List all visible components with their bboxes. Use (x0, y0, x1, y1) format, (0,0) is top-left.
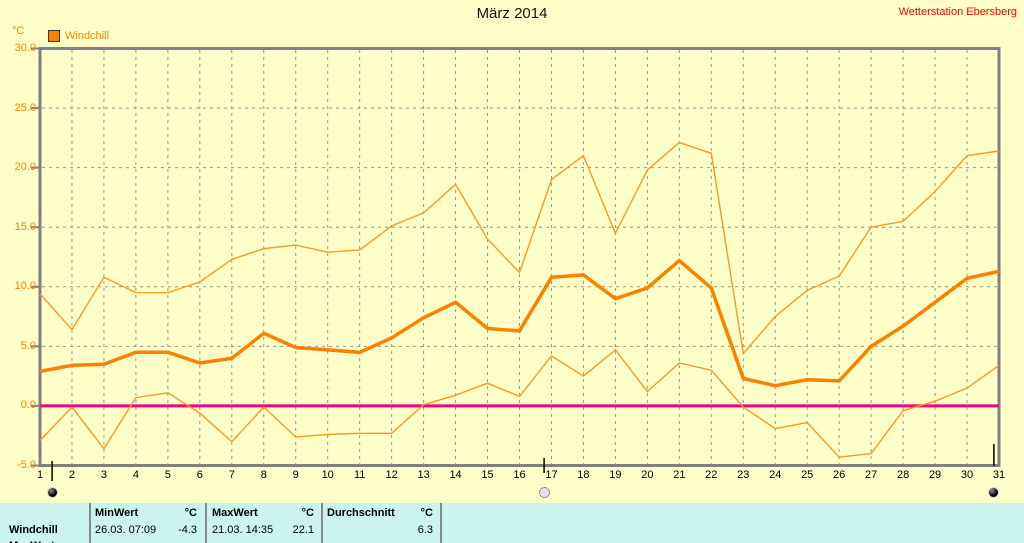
x-tick-label: 20 (641, 469, 654, 481)
minwert-value: -4.3 (178, 524, 197, 536)
x-tick-label: 13 (417, 469, 430, 481)
x-tick-label: 28 (896, 469, 910, 481)
max-line (39, 141, 1000, 356)
x-tick-label: 21 (673, 469, 686, 481)
x-tick-label: 17 (545, 469, 558, 481)
slider-handle-gray[interactable] (538, 486, 550, 498)
x-tick-label: 1 (36, 469, 44, 481)
x-tick-label: 14 (449, 469, 462, 481)
page-title: März 2014 (476, 5, 548, 22)
table-divider (321, 503, 323, 543)
x-tick-label: 11 (353, 469, 366, 481)
station-label: Wetterstation Ebersberg (898, 6, 1017, 18)
x-tick-label: 23 (737, 469, 750, 481)
legend: Windchill (48, 29, 109, 42)
y-tick-label: 20.0 (14, 161, 36, 174)
x-tick-label: 8 (260, 469, 267, 481)
table-divider (89, 503, 91, 543)
chart-canvas (31, 47, 1001, 481)
x-tick-label: 3 (100, 469, 107, 481)
plot-border (38, 47, 1001, 467)
minwert-header: MinWert (95, 507, 139, 519)
x-tick-label: 18 (577, 469, 590, 481)
x-tick-label: 26 (833, 469, 846, 481)
x-tick-label: 6 (196, 469, 203, 481)
x-tick-label: 25 (801, 469, 814, 481)
legend-label: Windchill (65, 29, 110, 42)
y-axis-unit: °C (12, 25, 25, 37)
min-line (39, 348, 1000, 458)
table-divider (440, 503, 442, 543)
windchill-color-swatch (48, 29, 60, 42)
y-tick-label: 30.0 (14, 42, 36, 54)
maxwert-unit: °C (301, 507, 314, 519)
maxwert-value: 22.1 (292, 524, 314, 536)
x-tick-label: 22 (705, 469, 718, 481)
x-tick-label: 5 (164, 469, 171, 481)
table-divider (205, 503, 207, 543)
x-tick-label: 27 (865, 469, 878, 481)
x-tick-label: 12 (385, 469, 398, 481)
slider-handle-black[interactable] (988, 486, 1000, 498)
x-tick-label: 30 (960, 469, 974, 481)
x-tick-label: 29 (928, 469, 942, 481)
x-tick-label: 9 (292, 469, 299, 481)
durchschnitt-header: Durchschnitt (327, 507, 395, 519)
durchschnitt-unit: °C (420, 507, 433, 519)
clipped-next-row-label: MaxWert (9, 540, 55, 543)
maxwert-header: MaxWert (212, 507, 258, 519)
x-tick-label: 24 (769, 469, 782, 481)
y-tick-label: 10.0 (14, 280, 36, 293)
minwert-unit: °C (184, 507, 197, 519)
x-tick-label: 19 (609, 469, 622, 481)
y-tick-label: 5.0 (20, 339, 36, 352)
maxwert-datetime: 21.03. 14:35 (212, 524, 274, 536)
y-tick-label: 0.0 (20, 399, 36, 412)
durchschnitt-value: 6.3 (417, 524, 433, 536)
x-tick-label: 10 (321, 469, 334, 481)
stats-table: MinWert °C MaxWert °C Durchschnitt °C Wi… (0, 503, 1024, 543)
minwert-datetime: 26.03. 07:09 (95, 524, 157, 536)
y-tick-label: -5.0 (17, 459, 36, 471)
y-tick-label: 15.0 (14, 220, 36, 233)
x-tick-label: 7 (228, 469, 235, 481)
y-tick-label: 25.0 (14, 101, 36, 114)
x-tick-label: 15 (481, 469, 494, 481)
slider-handle-black[interactable] (46, 486, 58, 498)
avg-line (39, 258, 1000, 388)
x-tick-label: 31 (992, 469, 1006, 481)
x-tick-label: 16 (513, 469, 526, 481)
x-tick-label: 2 (68, 469, 76, 481)
stats-row-label: Windchill (9, 524, 58, 536)
x-tick-label: 4 (132, 469, 139, 481)
